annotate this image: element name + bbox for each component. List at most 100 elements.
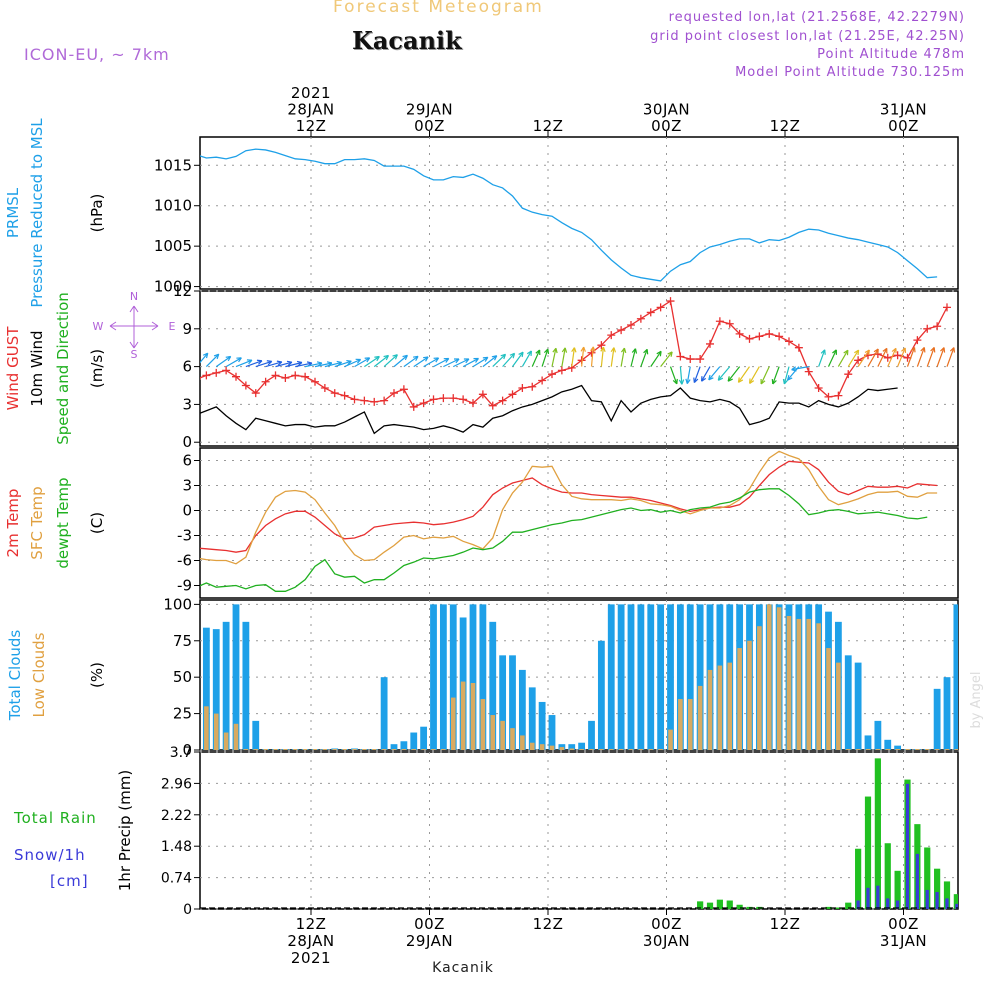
- top-time-label: 12Z: [533, 117, 564, 135]
- gust-marker: [824, 392, 833, 401]
- cloud-bar-total-clouds: [538, 701, 546, 750]
- wind-direction-arrow: [472, 356, 489, 368]
- cloud-bar-total-clouds: [607, 604, 615, 750]
- gust-marker: [844, 370, 853, 379]
- wind-direction-arrow: [600, 346, 606, 367]
- cloud-bar-low-clouds: [806, 618, 812, 750]
- plot-area: [200, 758, 958, 909]
- top-time-label: 00Z: [651, 117, 682, 135]
- wind-direction-arrow: [433, 357, 450, 368]
- gust-marker: [627, 321, 635, 330]
- cloud-bar-total-clouds: [657, 604, 665, 750]
- cloud-bar-low-clouds: [964, 749, 969, 750]
- cloud-bar-total-clouds: [252, 720, 260, 750]
- wind-direction-arrow: [749, 366, 760, 384]
- gust-marker: [409, 402, 418, 411]
- cloud-bar-low-clouds: [687, 699, 693, 750]
- wind-direction-arrow: [717, 366, 731, 381]
- cloud-bar-total-clouds: [410, 732, 418, 750]
- wind-direction-arrow: [708, 366, 721, 381]
- cloud-bar-total-clouds: [943, 677, 951, 750]
- chart-supertitle: Forecast Meteogram: [333, 0, 544, 17]
- wind-direction-arrow: [737, 366, 750, 383]
- wind-direction-arrow: [685, 366, 691, 384]
- y-tick-label: 1000: [154, 278, 192, 296]
- y-tick-label: 0: [182, 502, 192, 520]
- y-tick-label: 2.22: [161, 808, 192, 824]
- precip-bar-total-rain: [934, 868, 941, 909]
- wind-direction-arrow: [669, 366, 678, 385]
- cloud-bar-low-clouds: [263, 749, 268, 750]
- cloud-bar-low-clouds: [776, 607, 782, 750]
- wind-direction-arrow: [482, 355, 498, 368]
- gust-marker: [706, 339, 714, 348]
- top-time-label: 00Z: [888, 117, 919, 135]
- cloud-bar-total-clouds: [449, 604, 457, 750]
- wind-direction-arrow: [541, 348, 550, 367]
- gust-marker: [241, 381, 250, 390]
- gust-marker: [923, 324, 932, 333]
- gust-marker: [360, 396, 369, 405]
- cloud-bar-low-clouds: [302, 749, 308, 750]
- y-tick-label: 0: [182, 741, 192, 759]
- wind-direction-arrow: [531, 349, 541, 367]
- cloud-bar-total-clouds: [528, 687, 536, 750]
- gust-marker: [617, 326, 626, 335]
- wind-direction-arrow: [413, 356, 429, 368]
- axis-unit-label: (m/s): [88, 349, 106, 388]
- series-line-prmsl: [200, 148, 938, 282]
- cloud-bar-total-clouds: [518, 669, 526, 750]
- cloud-bar-total-clouds: [499, 655, 507, 750]
- cloud-bar-total-clouds: [874, 720, 882, 750]
- wind-direction-arrow: [660, 351, 673, 367]
- cloud-bar-low-clouds: [757, 626, 762, 750]
- compass-legend: [109, 305, 159, 349]
- cloud-bar-total-clouds: [627, 604, 635, 750]
- wind-direction-arrow: [423, 357, 440, 368]
- wind-direction-arrow: [571, 347, 577, 367]
- y-tick-label: 25: [173, 705, 192, 723]
- gust-marker: [380, 396, 389, 405]
- cloud-bar-low-clouds: [371, 749, 377, 750]
- bottom-time-label: 00Z: [414, 915, 445, 933]
- legend-label: Wind GUST: [4, 326, 22, 411]
- wind-direction-arrow: [926, 347, 936, 367]
- gust-marker: [212, 368, 221, 377]
- cloud-bar-low-clouds: [539, 744, 545, 750]
- wind-direction-arrow: [275, 360, 293, 368]
- cloud-bar-total-clouds: [479, 604, 487, 750]
- requested-coords: requested lon,lat (21.2568E, 42.2279N): [668, 10, 965, 25]
- axis-unit-label: (%): [88, 662, 106, 688]
- panel-temperature: [194, 447, 959, 599]
- gust-marker: [330, 389, 339, 398]
- y-tick-label: 3.7: [170, 745, 192, 761]
- cloud-bar-low-clouds: [845, 749, 851, 750]
- cloud-bar-total-clouds: [933, 688, 941, 750]
- gust-marker: [755, 332, 764, 341]
- bottom-time-label: 00Z: [651, 915, 682, 933]
- cloud-bar-low-clouds: [954, 749, 958, 750]
- wind-direction-arrow: [906, 346, 916, 367]
- gust-marker: [281, 373, 290, 382]
- precip-bar-total-rain: [726, 900, 733, 909]
- panel-frame: [199, 751, 959, 910]
- precip-bar-total-rain: [943, 881, 951, 909]
- wind-direction-arrow: [462, 357, 479, 368]
- gust-marker: [933, 322, 942, 331]
- precip-bar-snow-1h: [866, 887, 870, 909]
- bottom-time-label: 2021: [291, 949, 331, 967]
- wind-direction-arrow: [285, 360, 303, 368]
- gust-marker: [834, 391, 843, 400]
- precip-bar-total-rain: [894, 870, 901, 909]
- cloud-bar-low-clouds: [766, 604, 772, 750]
- cloud-bar-low-clouds: [520, 735, 525, 750]
- legend-label: Speed and Direction: [54, 292, 72, 445]
- cloud-bar-total-clouds: [854, 662, 862, 750]
- wind-direction-arrow: [936, 347, 946, 367]
- cloud-bar-low-clouds: [510, 728, 515, 750]
- precip-bar-total-rain: [835, 907, 842, 909]
- gust-marker: [429, 395, 438, 404]
- compass-east: E: [169, 320, 176, 333]
- cloud-bar-total-clouds: [588, 720, 595, 750]
